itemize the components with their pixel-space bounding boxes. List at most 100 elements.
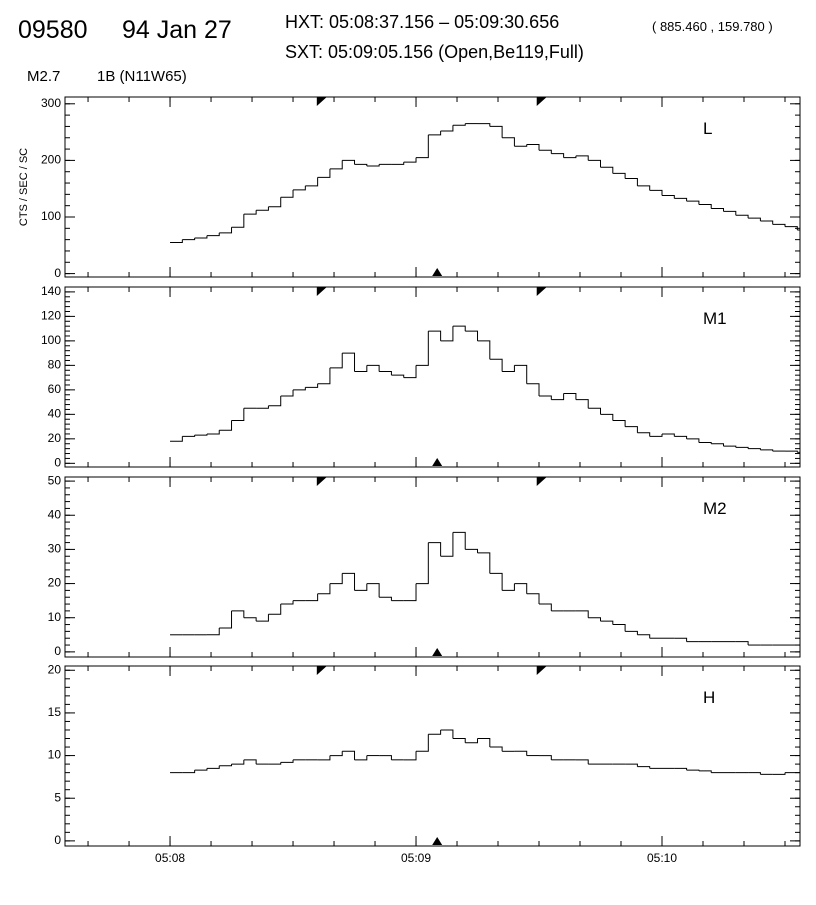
step-segment (575, 610, 589, 618)
step-segment (514, 144, 528, 147)
hxt-marker (536, 97, 547, 106)
step-segment (502, 365, 515, 372)
step-segment (391, 374, 405, 378)
step-segment (612, 419, 626, 427)
sxt-marker (432, 837, 443, 845)
step-segment (465, 330, 479, 341)
step-segment (452, 123, 466, 126)
step-segment (243, 759, 257, 765)
x-tick-label: 05:08 (155, 851, 185, 865)
step-segment (649, 189, 663, 196)
step-segment (539, 395, 552, 400)
x-tick-label: 05:09 (401, 851, 431, 865)
y-tick-label: 60 (48, 382, 62, 396)
step-segment (526, 383, 540, 396)
step-segment (563, 155, 577, 159)
step-segment (379, 755, 392, 760)
step-segment (551, 393, 565, 401)
step-segment (403, 157, 417, 163)
step-segment (256, 405, 269, 409)
step-segment (760, 449, 774, 452)
step-segment (625, 630, 638, 635)
y-tick-label: 120 (41, 309, 61, 323)
step-segment (256, 614, 269, 622)
step-segment (772, 223, 786, 227)
step-segment (637, 185, 651, 191)
step-segment (182, 237, 196, 241)
step-segment (514, 364, 528, 384)
step-segment (662, 433, 675, 437)
step-segment (539, 149, 552, 154)
step-segment (477, 340, 491, 360)
y-tick-label: 40 (48, 507, 62, 521)
y-tick-label: 15 (48, 705, 62, 719)
step-segment (170, 436, 183, 442)
step-segment (243, 617, 257, 622)
step-segment (182, 435, 196, 437)
step-segment (637, 432, 651, 437)
hxt-interval: HXT: 05:08:37.156 – 05:09:30.656 (285, 12, 559, 32)
step-segment (354, 365, 368, 372)
step-segment (760, 220, 774, 225)
step-segment (489, 358, 503, 372)
step-segment (231, 408, 245, 421)
step-segment (243, 210, 257, 215)
y-tick-label: 10 (48, 610, 62, 624)
step-segment (391, 162, 405, 165)
hxt-marker (316, 477, 327, 486)
panel-label: L (703, 119, 712, 138)
y-tick-label: 200 (41, 153, 61, 167)
hxt-marker (536, 477, 547, 486)
step-segment (600, 413, 614, 421)
step-segment (526, 593, 540, 605)
step-segment (735, 214, 749, 219)
step-segment (452, 531, 466, 550)
step-segment (194, 433, 208, 436)
panel-frame (64, 476, 801, 658)
panel-frame (64, 665, 801, 847)
step-segment (612, 172, 626, 179)
step-segment (403, 751, 417, 761)
step-segment (440, 532, 454, 557)
goes-class: M2.7 (27, 68, 60, 85)
step-segment (206, 430, 220, 435)
step-segment (575, 399, 589, 409)
step-segment (612, 624, 626, 632)
step-segment (342, 352, 356, 372)
step-segment (539, 755, 552, 760)
step-segment (317, 583, 331, 595)
step-segment (194, 768, 208, 771)
panel-label: M1 (703, 309, 727, 328)
step-segment (489, 125, 503, 138)
step-segment (416, 331, 429, 366)
step-segment (600, 166, 614, 174)
y-tick-label: 0 (54, 266, 61, 280)
step-segment (748, 772, 761, 775)
step-segment (686, 200, 700, 205)
step-segment (293, 387, 306, 391)
y-tick-label: 30 (48, 542, 62, 556)
step-segment (711, 208, 724, 212)
hxt-marker (316, 287, 327, 296)
step-segment (317, 755, 331, 761)
step-segment (317, 367, 331, 385)
step-segment (575, 155, 589, 161)
step-segment (428, 729, 442, 735)
step-segment (674, 197, 688, 202)
step-segment (280, 389, 294, 397)
step-segment (514, 583, 528, 594)
step-segment (452, 325, 466, 332)
step-segment (674, 637, 688, 642)
step-segment (231, 214, 245, 228)
step-segment (477, 552, 491, 574)
step-segment (280, 189, 294, 198)
step-segment (219, 420, 233, 431)
event-number: 09580 (18, 16, 88, 44)
step-segment (686, 769, 700, 771)
panel-frame (64, 286, 801, 468)
y-tick-label: 20 (48, 576, 62, 590)
y-tick-label: 40 (48, 407, 62, 421)
y-tick-label: 0 (54, 644, 61, 658)
